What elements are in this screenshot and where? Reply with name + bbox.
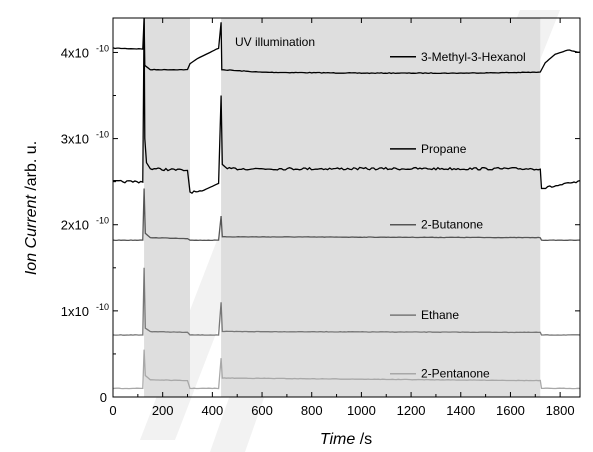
series-line-3-methyl-3-hexanol	[112, 17, 581, 75]
series-line-propane	[112, 17, 581, 195]
y-tick-label: 1x10	[61, 304, 89, 319]
y-tick-label: 2x10	[61, 218, 89, 233]
uv-illumination-bands	[144, 18, 541, 397]
legend: 3-Methyl-3-Hexanol Propane 2-Butanone Ethan…	[390, 50, 526, 381]
x-tick-label: 1000	[347, 403, 376, 418]
x-tick-label: 400	[202, 403, 224, 418]
y-tick-label: 0	[100, 390, 107, 405]
y-tick-exponent: -10	[96, 302, 109, 312]
x-tick-label: 1600	[496, 403, 525, 418]
y-tick-exponent: -10	[96, 43, 109, 53]
y-tick-label: 4x10	[61, 45, 89, 60]
y-axis-ticks: 0 1x10 -10 2x10 -10 3x10 -10 4x10 -10	[61, 43, 580, 405]
legend-label-propane: Propane	[421, 142, 467, 156]
y-tick-label: 3x10	[61, 132, 89, 147]
series-layer	[112, 17, 581, 390]
uv-band-1	[144, 18, 191, 397]
x-tick-label: 200	[152, 403, 174, 418]
x-tick-label: 1800	[546, 403, 575, 418]
legend-label-2-butanone: 2-Butanone	[421, 218, 483, 232]
legend-label-2-pentanone: 2-Pentanone	[421, 367, 490, 381]
series-line-2-butanone	[112, 188, 580, 242]
plot-frame	[112, 17, 581, 398]
x-tick-label: 0	[109, 403, 116, 418]
x-axis-ticks: 0 200 400 600 800 1000 1200 1400 1600 1800	[109, 18, 575, 418]
uv-band-2	[221, 18, 541, 397]
x-tick-label: 1400	[446, 403, 475, 418]
y-tick-exponent: -10	[96, 130, 109, 140]
x-tick-label: 600	[251, 403, 273, 418]
series-line-ethane	[112, 267, 581, 336]
y-axis-label: Ion Current /arb. u.	[23, 141, 40, 275]
legend-label-ethane: Ethane	[421, 308, 459, 322]
series-line-2-pentanone	[112, 349, 581, 390]
x-axis-label: Time /s	[320, 431, 372, 448]
legend-label-3-methyl-3-hexanol: 3-Methyl-3-Hexanol	[421, 50, 526, 64]
y-tick-exponent: -10	[96, 216, 109, 226]
x-tick-label: 1200	[397, 403, 426, 418]
uv-illumination-label: UV illumination	[235, 35, 315, 49]
x-tick-label: 800	[301, 403, 323, 418]
